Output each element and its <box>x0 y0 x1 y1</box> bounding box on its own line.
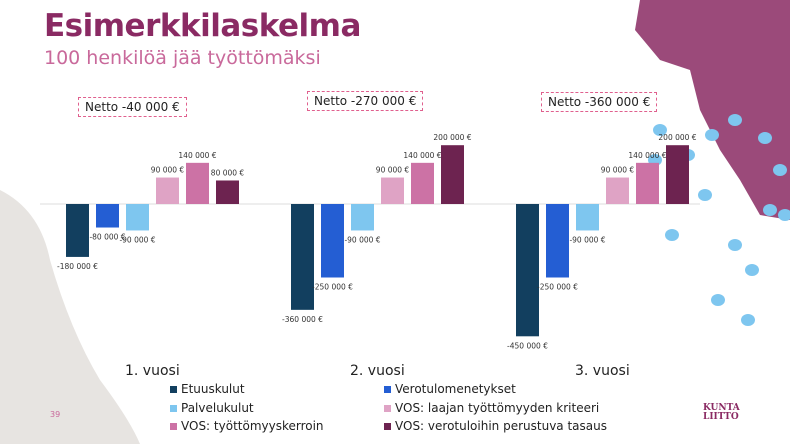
blue-dot <box>773 164 787 176</box>
data-label: -90 000 € <box>569 235 605 244</box>
bar <box>351 204 374 231</box>
bar <box>186 162 209 204</box>
legend-swatch <box>384 422 391 430</box>
category-label: 1. vuosi <box>125 363 180 379</box>
bar <box>156 177 179 204</box>
page-number: 39 <box>50 410 61 419</box>
legend-label: VOS: laajan työttömyyden kriteeri <box>395 401 600 415</box>
netto-label-year-1: Netto -40 000 € <box>78 97 187 117</box>
category-label: 2. vuosi <box>350 363 405 379</box>
blue-dot <box>665 229 679 241</box>
blue-dot <box>741 314 755 326</box>
legend-label: Verotulomenetykset <box>395 382 516 396</box>
bar <box>636 162 659 204</box>
blue-dot <box>728 114 742 126</box>
decorative-grey-texture <box>0 190 140 444</box>
bar <box>606 177 629 204</box>
bar <box>666 145 689 204</box>
bar <box>411 162 434 204</box>
data-label: -250 000 € <box>312 283 353 292</box>
blue-dot <box>763 204 777 216</box>
legend-label: Palvelukulut <box>181 401 254 415</box>
decorative-blue-dots <box>648 114 790 326</box>
legend-item: Verotulomenetykset <box>384 382 516 396</box>
legend-swatch <box>384 385 391 393</box>
blue-dot <box>728 239 742 251</box>
bar <box>96 204 119 228</box>
legend-item: Etuuskulut <box>170 382 245 396</box>
data-label: 200 000 € <box>433 133 471 142</box>
legend-item: Palvelukulut <box>170 401 254 415</box>
bar <box>216 180 239 204</box>
data-label: -90 000 € <box>119 235 155 244</box>
data-label: -80 000 € <box>89 233 125 242</box>
data-label: -250 000 € <box>537 283 578 292</box>
bar <box>516 204 539 337</box>
page-title: Esimerkkilaskelma <box>44 8 361 44</box>
data-label: 200 000 € <box>658 133 696 142</box>
legend-swatch <box>384 404 391 412</box>
data-label: 90 000 € <box>601 166 635 175</box>
legend-swatch <box>170 422 177 430</box>
bar <box>441 145 464 204</box>
data-label: 80 000 € <box>211 168 245 177</box>
data-label: 140 000 € <box>178 151 216 160</box>
netto-label-year-3: Netto -360 000 € <box>541 92 658 112</box>
blue-dot <box>653 124 667 136</box>
netto-label-year-2: Netto -270 000 € <box>307 91 424 111</box>
legend-item: VOS: verotuloihin perustuva tasaus <box>384 419 607 433</box>
blue-dot <box>705 129 719 141</box>
bar <box>576 204 599 231</box>
bar <box>291 204 314 310</box>
blue-dot <box>745 264 759 276</box>
data-label: 90 000 € <box>151 166 185 175</box>
bar <box>381 177 404 204</box>
decorative-purple-splash <box>635 0 790 220</box>
legend-label: Etuuskulut <box>181 382 245 396</box>
data-label: 90 000 € <box>376 166 410 175</box>
blue-dot <box>758 132 772 144</box>
legend-swatch <box>170 404 177 412</box>
legend-swatch <box>170 385 177 393</box>
legend-item: VOS: työttömyyskerroin <box>170 419 324 433</box>
legend-item: VOS: laajan työttömyyden kriteeri <box>384 401 599 415</box>
page-subtitle: 100 henkilöä jää työttömäksi <box>44 47 321 69</box>
blue-dot <box>698 189 712 201</box>
bar <box>546 204 569 278</box>
blue-dot <box>778 209 790 221</box>
data-label: -90 000 € <box>344 235 380 244</box>
data-label: 140 000 € <box>403 151 441 160</box>
legend-label: VOS: työttömyyskerroin <box>181 419 324 433</box>
blue-dot <box>711 294 725 306</box>
data-label: 140 000 € <box>628 151 666 160</box>
bar <box>321 204 344 278</box>
data-label: -360 000 € <box>282 315 323 324</box>
kuntaliitto-logo: KUNTA LIITTO <box>703 403 740 422</box>
bar <box>126 204 149 231</box>
legend-label: VOS: verotuloihin perustuva tasaus <box>395 419 607 433</box>
data-label: -180 000 € <box>57 262 98 271</box>
bar <box>66 204 89 257</box>
data-label: -450 000 € <box>507 341 548 350</box>
category-label: 3. vuosi <box>575 363 630 379</box>
